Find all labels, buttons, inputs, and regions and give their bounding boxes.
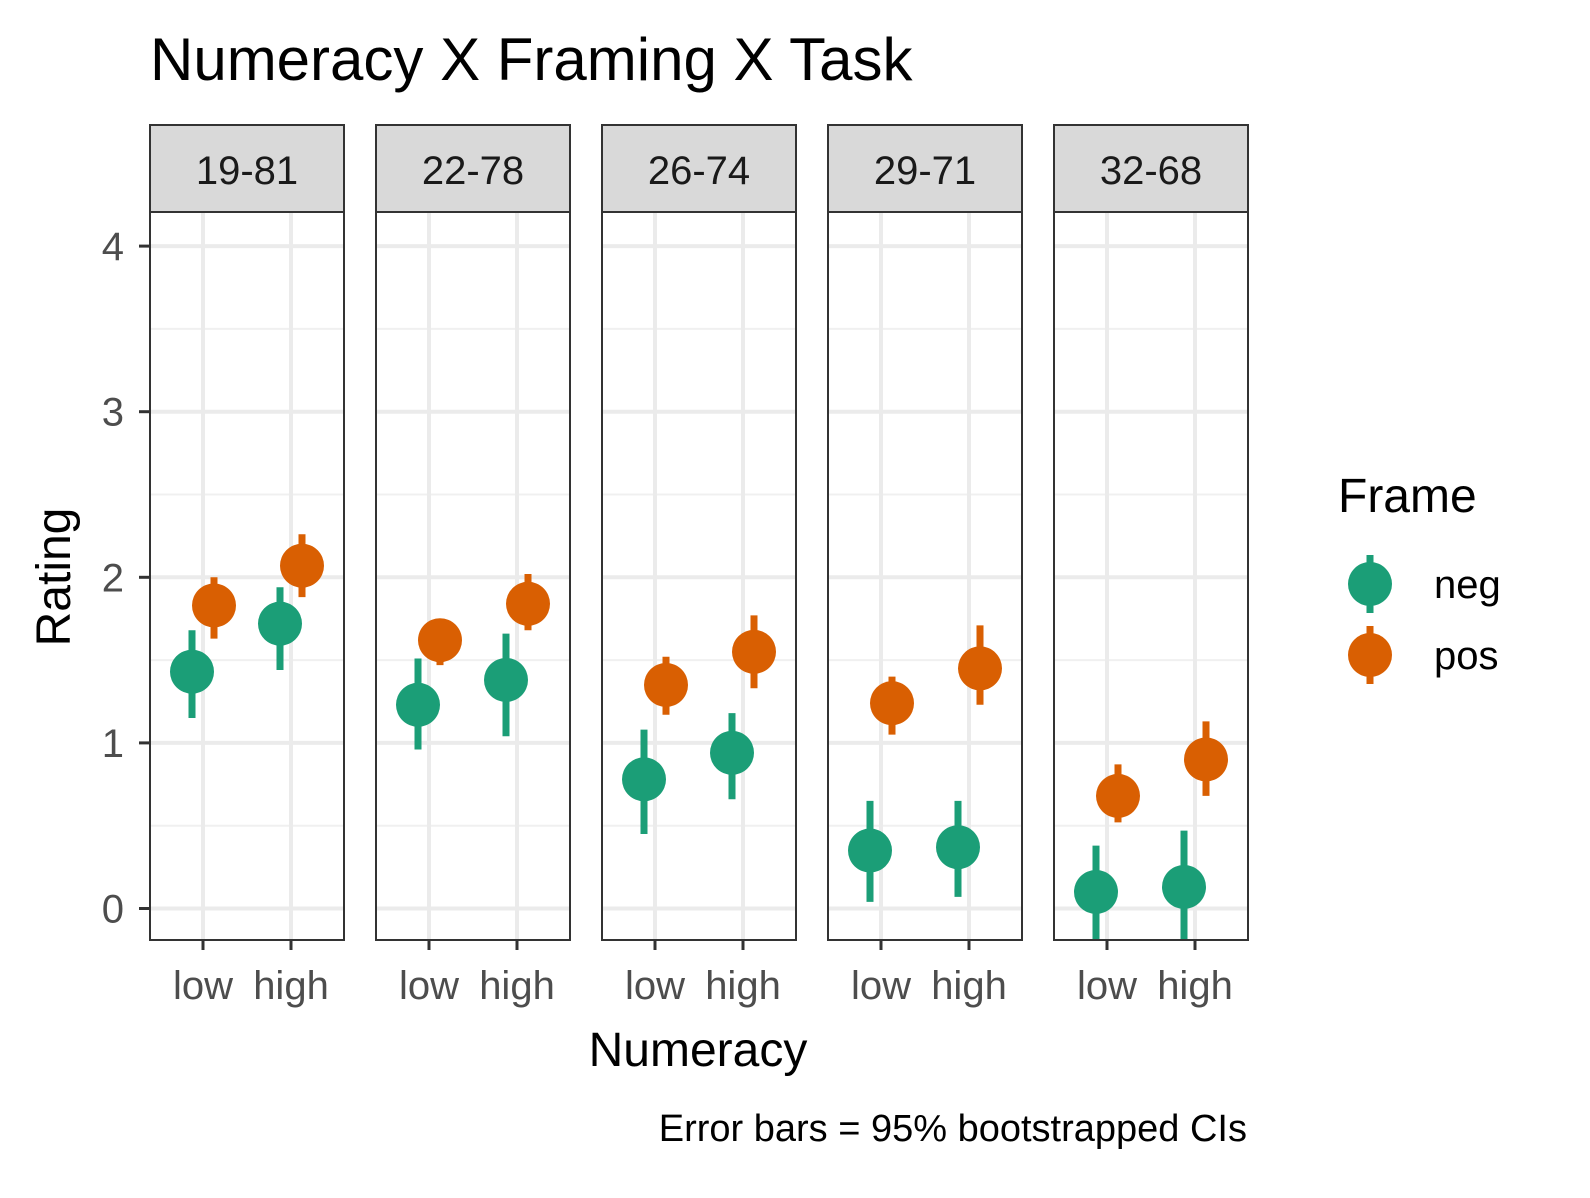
x-tick-label: high: [705, 964, 781, 1008]
legend-key-point: [1348, 562, 1392, 606]
data-point: [732, 629, 776, 674]
panel-border: [601, 211, 797, 941]
panel-border: [827, 211, 1023, 941]
facet-panel: 26-74 low high: [601, 124, 797, 1008]
y-axis-label: Rating: [28, 508, 81, 647]
facet-strip-label: 19-81: [196, 149, 298, 193]
data-point: [1162, 864, 1206, 909]
legend-key-point: [1348, 633, 1392, 677]
data-point: [870, 681, 914, 726]
x-tick-label: high: [931, 964, 1007, 1008]
facet-strip-label: 26-74: [648, 149, 750, 193]
x-tick-label: low: [173, 964, 233, 1008]
x-tick-label: high: [253, 964, 329, 1008]
x-tick-label: low: [1077, 964, 1137, 1008]
facet-panel: 22-78 low high: [375, 124, 571, 1008]
data-point: [484, 657, 528, 702]
y-tick-label: 1: [102, 722, 124, 766]
x-tick-label: high: [479, 964, 555, 1008]
y-tick-label: 3: [102, 391, 124, 435]
legend-label: pos: [1434, 634, 1499, 678]
data-point: [644, 662, 688, 707]
facet-strip-label: 22-78: [422, 149, 524, 193]
y-tick-label: 0: [102, 888, 124, 932]
data-point: [1184, 737, 1228, 782]
legend-title: Frame: [1338, 470, 1477, 523]
data-point: [622, 757, 666, 802]
facet-strip: [375, 124, 571, 213]
y-tick-label: 4: [102, 225, 124, 269]
facet-panel: 32-68 low high: [1053, 124, 1249, 1008]
facet-strip: [1053, 124, 1249, 213]
data-point: [506, 581, 550, 626]
y-tick-label: 2: [102, 556, 124, 600]
panel-border: [375, 211, 571, 941]
facet-strip: [149, 124, 345, 213]
data-point: [192, 583, 236, 628]
data-point: [848, 828, 892, 873]
x-tick-label: high: [1157, 964, 1233, 1008]
y-axis: 0 1 2 3 4: [102, 225, 150, 932]
x-tick-label: low: [851, 964, 911, 1008]
facet-strip-label: 29-71: [874, 149, 976, 193]
data-point: [958, 646, 1002, 691]
legend: Frame neg pos: [1338, 470, 1501, 684]
facet-strip-label: 32-68: [1100, 149, 1202, 193]
data-point: [170, 649, 214, 694]
facet-panel: 19-81 low high: [149, 124, 345, 1008]
x-axis-label: Numeracy: [589, 1024, 808, 1077]
data-point: [258, 601, 302, 646]
chart-title: Numeracy X Framing X Task: [150, 26, 913, 93]
facet-panel: 29-71 low high: [827, 124, 1023, 1008]
legend-label: neg: [1434, 563, 1501, 607]
x-tick-label: low: [399, 964, 459, 1008]
data-point: [418, 618, 462, 663]
data-point: [396, 682, 440, 727]
chart-caption: Error bars = 95% bootstrapped CIs: [659, 1108, 1247, 1150]
data-point: [936, 825, 980, 870]
data-point: [280, 543, 324, 588]
x-tick-label: low: [625, 964, 685, 1008]
data-point: [710, 730, 754, 775]
facet-strip: [601, 124, 797, 213]
legend-entry: pos: [1348, 626, 1499, 684]
data-point: [1096, 773, 1140, 818]
legend-entry: neg: [1348, 555, 1501, 613]
data-point: [1074, 869, 1118, 914]
panel-border: [1053, 211, 1249, 941]
